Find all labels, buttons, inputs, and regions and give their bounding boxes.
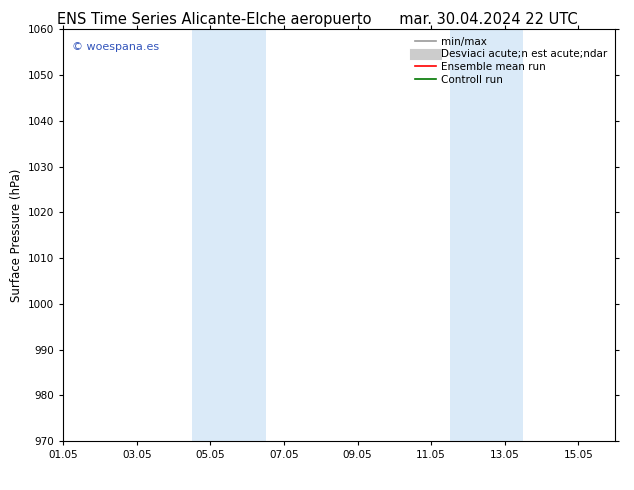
Bar [192,29,266,441]
Legend: min/max, Desviaci acute;n est acute;ndar, Ensemble mean run, Controll run: min/max, Desviaci acute;n est acute;ndar… [413,35,610,87]
Text: © woespana.es: © woespana.es [72,42,158,52]
Text: ENS Time Series Alicante-Elche aeropuerto      mar. 30.04.2024 22 UTC: ENS Time Series Alicante-Elche aeropuert… [56,12,578,27]
Bar [450,29,523,441]
Y-axis label: Surface Pressure (hPa): Surface Pressure (hPa) [10,169,23,302]
